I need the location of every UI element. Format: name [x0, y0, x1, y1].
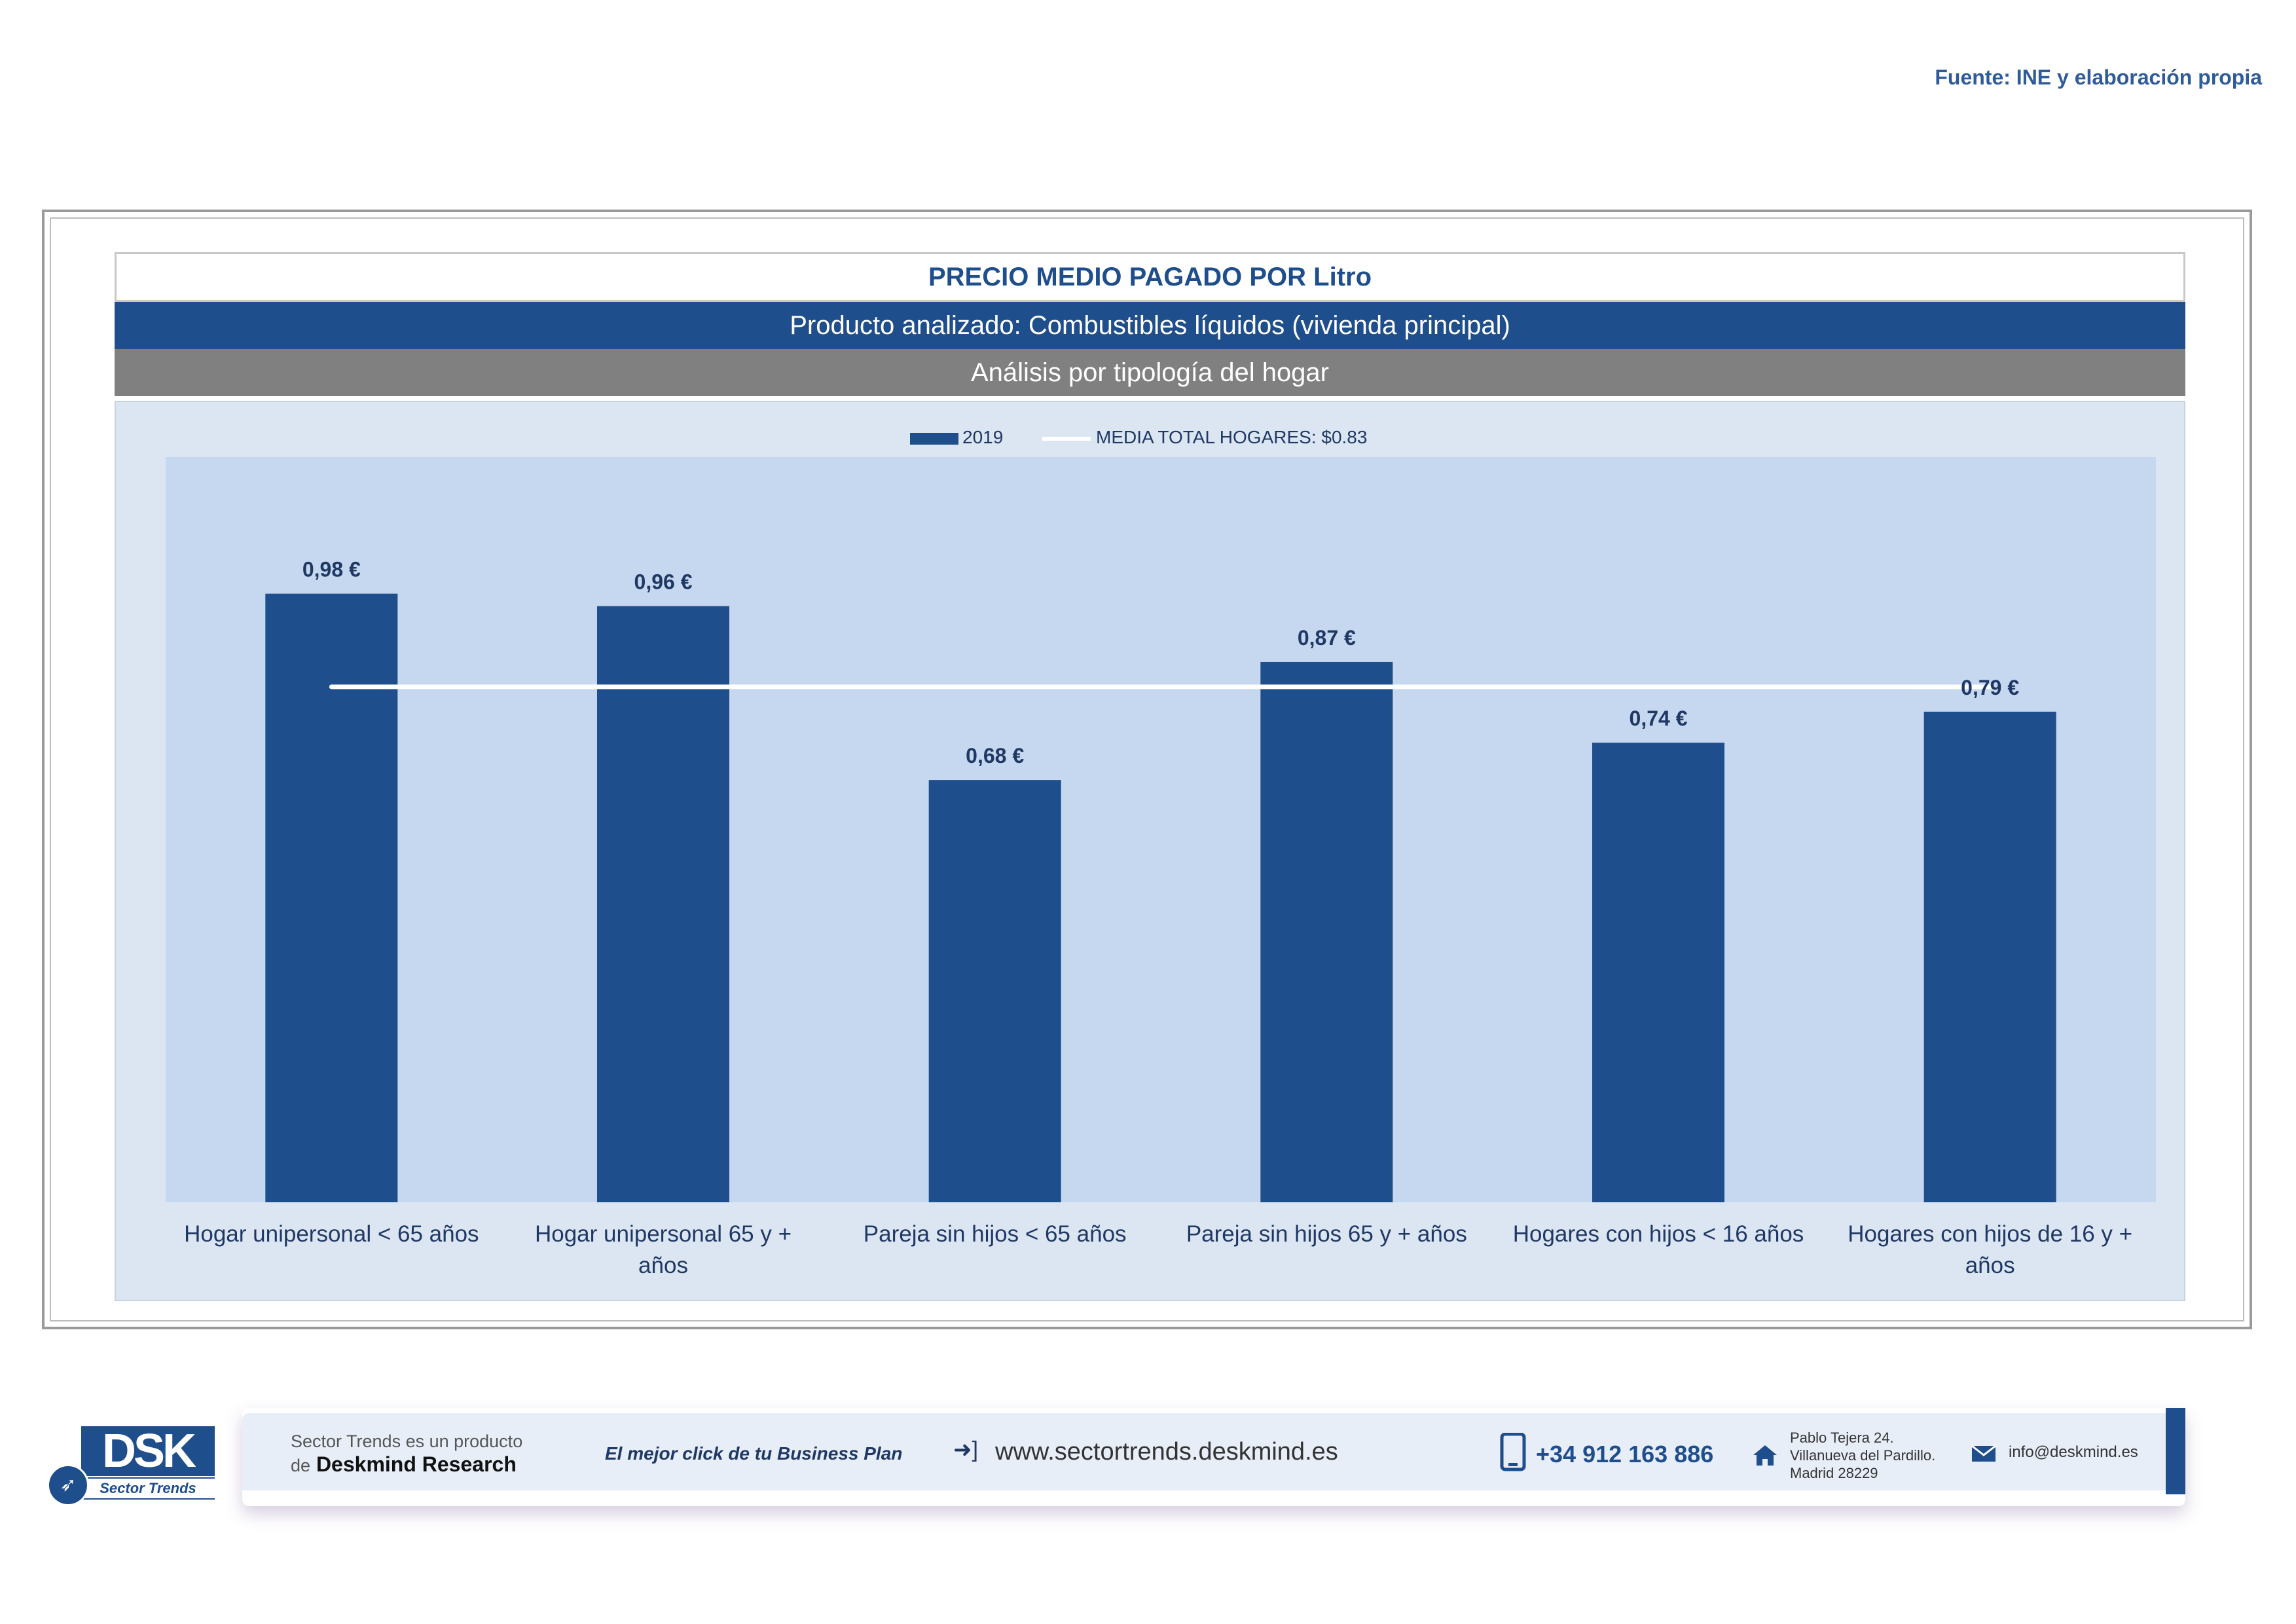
product-line-2: de Deskmind Research: [291, 1452, 517, 1477]
mail-icon: [1971, 1445, 1996, 1462]
home-icon: [1753, 1445, 1777, 1466]
phone-number[interactable]: +34 912 163 886: [1536, 1441, 1714, 1467]
address-line-2: Villanueva del Pardillo.: [1790, 1447, 1936, 1464]
source-note: Fuente: INE y elaboración propia: [1935, 65, 2262, 89]
chart-inner-frame: [50, 217, 2244, 1321]
footer-band: [242, 1413, 2185, 1490]
chart-outer-frame: [42, 210, 2252, 1329]
dsk-logo-subtitle: Sector Trends: [81, 1477, 215, 1500]
analysis-banner: Análisis por tipología del hogar: [115, 349, 2185, 396]
footer-bar: [242, 1408, 2185, 1506]
dsk-logo: DSK: [81, 1426, 215, 1476]
rocket-icon: ➶: [47, 1464, 89, 1506]
address-line-1: Pablo Tejera 24.: [1790, 1430, 1894, 1446]
legend-item-2019: 2019: [910, 426, 1003, 449]
email-link[interactable]: info@deskmind.es: [2009, 1443, 2138, 1461]
website-link[interactable]: www.sectortrends.deskmind.es: [995, 1438, 1338, 1466]
brand-name: Deskmind Research: [316, 1452, 517, 1476]
slogan: El mejor click de tu Business Plan: [605, 1443, 903, 1464]
address-line-3: Madrid 28229: [1790, 1465, 1878, 1481]
legend-swatch-bar: [910, 432, 958, 445]
phone-icon: [1500, 1433, 1526, 1471]
arrow-enter-icon: ➜]: [953, 1437, 978, 1462]
plot-area: [166, 457, 2156, 1202]
product-banner: Producto analizado: Combustibles líquido…: [115, 302, 2185, 349]
product-line-2-prefix: de: [291, 1456, 311, 1475]
product-line-1: Sector Trends es un producto: [291, 1431, 523, 1451]
address: Pablo Tejera 24. Villanueva del Pardillo…: [1790, 1429, 1935, 1482]
legend-label-average: MEDIA TOTAL HOGARES: $0.83: [1096, 427, 1368, 447]
chart-title: PRECIO MEDIO PAGADO POR Litro: [115, 252, 2185, 302]
legend-swatch-line: [1042, 436, 1091, 441]
legend-label-2019: 2019: [962, 427, 1004, 447]
footer-accent: [2166, 1408, 2185, 1494]
legend-item-average: MEDIA TOTAL HOGARES: $0.83: [1042, 426, 1367, 449]
